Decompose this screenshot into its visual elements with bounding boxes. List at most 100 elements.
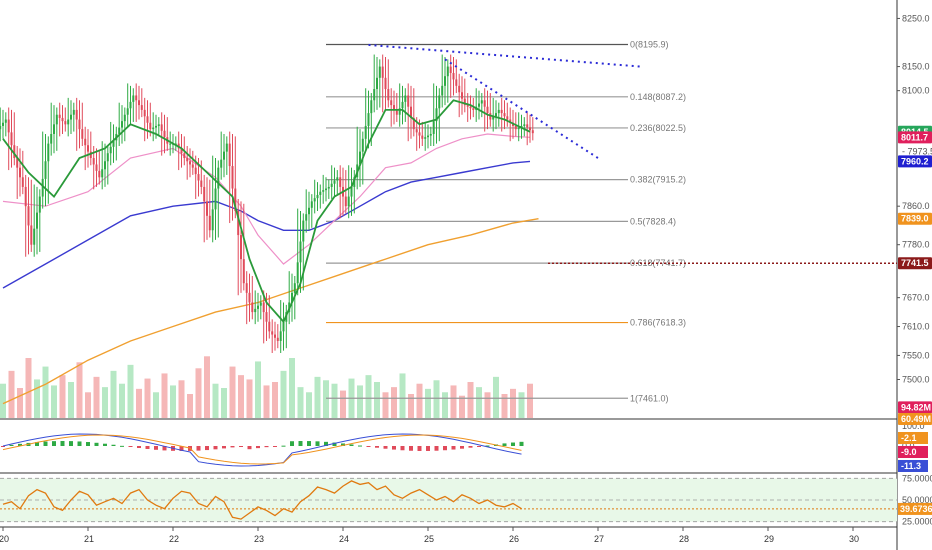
candle-body	[282, 321, 285, 332]
y-tick-label: 7780.0	[902, 240, 930, 250]
candle-body	[64, 121, 67, 125]
candle-body	[140, 105, 143, 110]
macd-histogram-bar	[366, 446, 371, 447]
macd-histogram-bar	[247, 446, 252, 450]
candle-body	[180, 148, 183, 154]
candle-body	[373, 89, 376, 101]
candle-body	[104, 161, 106, 170]
candle-body	[526, 124, 529, 128]
candle-body	[191, 164, 194, 168]
candle-body	[378, 66, 381, 78]
price-tag-label: 94.82M	[901, 402, 931, 412]
macd-histogram-bar	[273, 446, 277, 447]
macd-histogram-bar	[451, 446, 456, 450]
candle-body	[135, 95, 138, 101]
macd-histogram-bar	[60, 441, 65, 446]
candle-body	[480, 100, 483, 104]
candle-body	[118, 127, 121, 134]
volume-bar	[433, 380, 440, 418]
volume-bar	[212, 383, 219, 418]
x-tick-label: 24	[339, 534, 349, 544]
volume-bar	[314, 376, 321, 418]
volume-bar	[51, 385, 57, 418]
volume-bar	[76, 362, 83, 418]
macd-histogram-bar	[69, 441, 73, 446]
candle-body	[2, 122, 4, 126]
candle-body	[429, 133, 432, 136]
volume-bar	[399, 373, 406, 418]
x-tick-label: 29	[764, 534, 774, 544]
candle-body	[444, 76, 446, 86]
candle-body	[53, 124, 55, 134]
candle-body	[121, 121, 123, 128]
candle-body	[10, 132, 13, 146]
candle-body	[497, 109, 500, 114]
candle-body	[407, 95, 410, 107]
volume-bar	[289, 358, 295, 418]
candle-body	[217, 167, 220, 189]
candle-body	[495, 113, 497, 117]
candle-body	[98, 170, 101, 178]
ma-orange-line	[2, 218, 539, 405]
volume-bar	[246, 379, 253, 418]
macd-histogram-bar	[358, 445, 362, 447]
macd-tag	[898, 446, 928, 458]
candle-body	[169, 143, 172, 145]
candle-body	[194, 167, 197, 175]
candle-body	[347, 196, 350, 207]
candle-body	[89, 151, 92, 159]
candle-body	[299, 241, 302, 263]
candle-body	[24, 186, 27, 207]
rsi-tick-label: 25.0000	[902, 517, 932, 527]
macd-histogram-bar	[264, 446, 269, 448]
candle-body	[344, 196, 347, 207]
x-tick-label: 22	[169, 534, 179, 544]
candle-body	[149, 122, 152, 130]
macd-histogram-bar	[239, 446, 243, 447]
candle-body	[293, 283, 296, 293]
candle-body	[296, 262, 299, 284]
macd-histogram-bar	[375, 446, 379, 448]
candle-body	[101, 169, 104, 178]
candle-body	[13, 145, 16, 159]
x-tick-label: 20	[0, 534, 9, 544]
candle-body	[259, 302, 262, 306]
candle-body	[517, 127, 520, 130]
price-tag	[898, 401, 932, 414]
candle-body	[242, 259, 245, 284]
candle-body	[274, 334, 276, 338]
macd-tag-label: -11.3	[901, 461, 921, 471]
macd-histogram-bar	[222, 446, 226, 449]
candle-body	[350, 186, 353, 197]
candle-body	[72, 109, 75, 115]
macd-histogram-bar	[349, 444, 354, 446]
volume-bar	[204, 356, 210, 418]
price-tag-label: 8011.7	[901, 132, 928, 142]
macd-histogram-bar	[86, 442, 90, 446]
candle-body	[16, 158, 19, 168]
candle-body	[500, 109, 503, 114]
macd-histogram-bar	[324, 441, 328, 446]
macd-histogram-bar	[43, 441, 48, 446]
candle-body	[223, 151, 225, 160]
candle-body	[78, 119, 81, 130]
macd-histogram-bar	[256, 446, 260, 449]
volume-bar	[85, 392, 91, 418]
candle-body	[138, 100, 140, 106]
volume-bar	[374, 382, 380, 418]
volume-bar	[229, 366, 236, 418]
macd-histogram-bar	[179, 446, 184, 451]
candle-body	[361, 138, 364, 152]
volume-bar	[280, 370, 287, 418]
rsi-line	[2, 480, 522, 520]
candle-body	[390, 100, 393, 106]
price-tags: 8014.58011.7- 7973.57960.27839.07741.594…	[898, 125, 932, 425]
x-tick-label: 27	[594, 534, 604, 544]
fib-level-label: 0.618(7741.7)	[630, 258, 686, 268]
candle-body	[206, 201, 208, 216]
fib-level-label: 1(7461.0)	[630, 393, 669, 403]
candle-body	[339, 177, 342, 187]
macd-histogram-bar	[307, 441, 311, 446]
volume-bar	[153, 392, 159, 418]
